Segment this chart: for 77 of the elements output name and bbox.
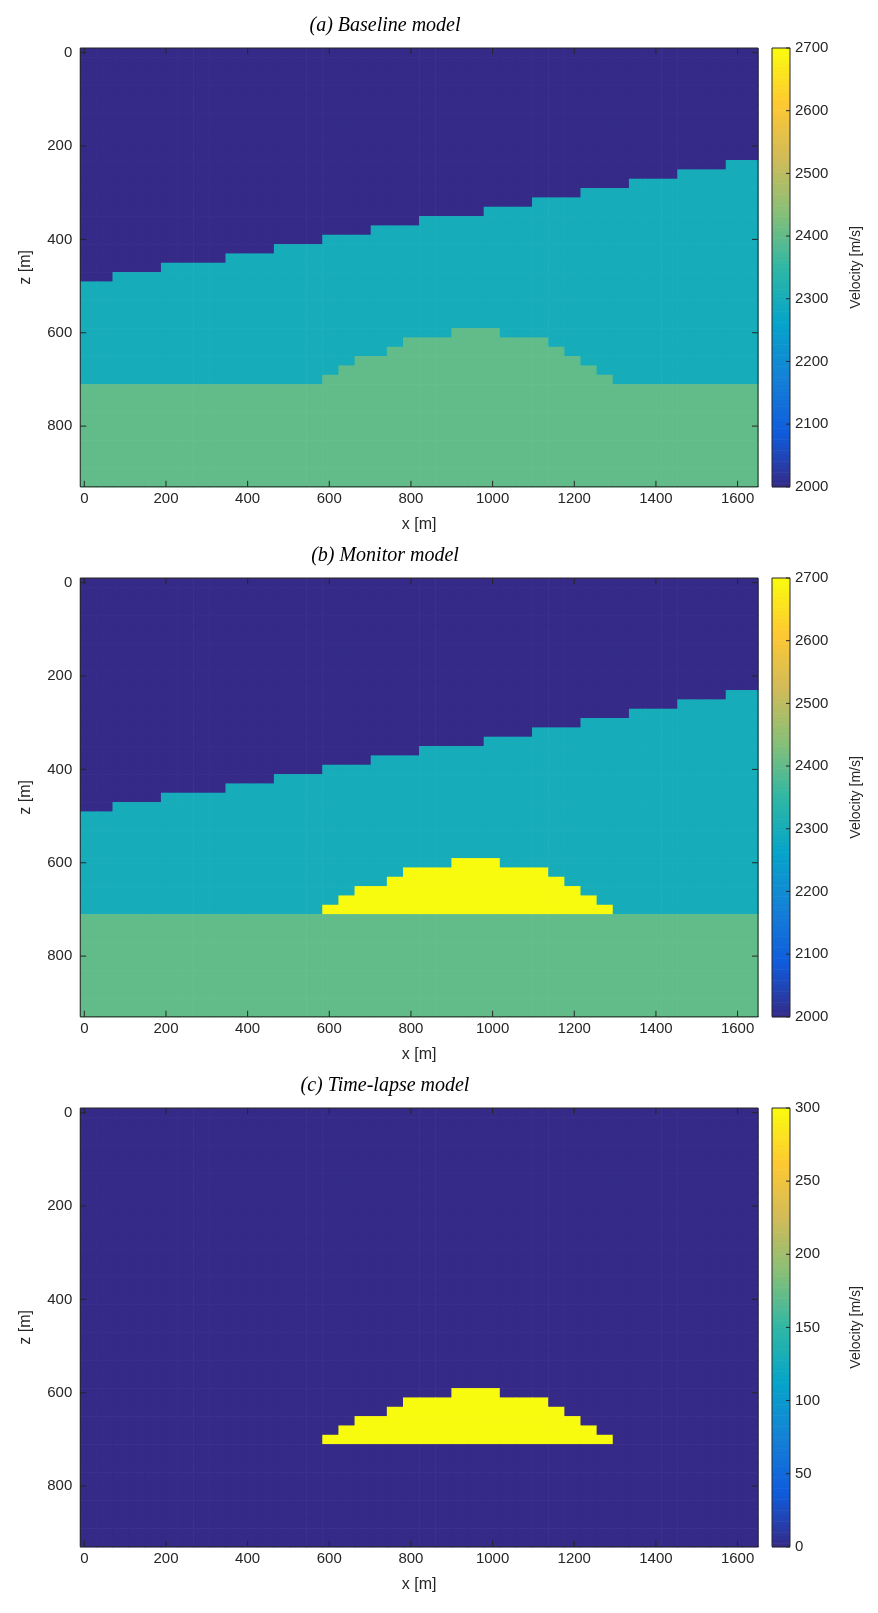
y-tick-label: 600 [47,322,73,340]
x-tick-label: 400 [235,1018,261,1036]
color-bar-label: 2300 [795,818,829,836]
color-bar-title: Velocity [m/s] [846,226,863,309]
color-bar-label: 2500 [795,163,829,181]
x-tick-label: 1600 [720,1018,755,1036]
chart-title: (a) Baseline model [309,13,461,37]
color-bar-label: 2100 [795,944,829,962]
y-tick-label: 800 [47,416,73,434]
x-tick-label: 400 [235,1548,261,1566]
color-bar-label: 0 [795,1536,804,1554]
color-bar-label: 2300 [795,288,829,306]
x-tick-label: 0 [80,1548,89,1566]
color-bar-label: 2600 [795,100,829,118]
x-tick-label: 800 [398,1018,424,1036]
x-tick-label: 1000 [475,1548,510,1566]
color-bar-label: 2000 [795,476,829,494]
x-tick-label: 0 [80,488,89,506]
x-tick-label: 1200 [557,488,591,506]
color-bar-label: 2200 [795,351,829,369]
x-tick-label: 1400 [639,1548,673,1566]
chart-title: (c) Time-lapse model [300,1073,470,1097]
x-tick-label: 1000 [475,488,510,506]
x-tick-label: 400 [235,488,261,506]
color-bar-label: 2600 [795,630,829,648]
y-axis-title: z [m] [16,1310,34,1345]
color-bar-label: 2400 [795,226,829,244]
y-tick-label: 600 [47,1382,73,1400]
x-tick-label: 1600 [720,1548,755,1566]
color-bar-label: 200 [795,1244,821,1262]
color-bar-title: Velocity [m/s] [846,1286,863,1369]
x-tick-label: 1000 [475,1018,510,1036]
y-tick-label: 400 [47,1289,73,1307]
x-axis-title: x [m] [401,1574,437,1592]
x-tick-label: 0 [80,1018,89,1036]
color-bar-label: 100 [795,1390,821,1408]
y-tick-label: 200 [47,136,73,154]
y-tick-label: 600 [47,852,73,870]
x-axis-title: x [m] [401,1044,437,1062]
x-tick-label: 1200 [557,1548,591,1566]
y-tick-label: 200 [47,666,73,684]
x-tick-label: 800 [398,488,424,506]
y-tick-label: 0 [63,1102,73,1120]
y-tick-label: 800 [47,1476,73,1494]
color-bar-label: 2700 [795,568,829,586]
color-bar-label: 150 [795,1317,821,1335]
y-tick-label: 400 [47,759,73,777]
color-bar-label: 2700 [795,38,829,56]
color-bar-label: 2100 [795,414,829,432]
y-axis-title: z [m] [16,780,34,815]
color-bar-label: 2400 [795,756,829,774]
x-tick-label: 1400 [639,488,673,506]
y-tick-label: 200 [47,1196,73,1214]
color-bar-label: 2500 [795,693,829,711]
color-bar-label: 300 [795,1098,821,1116]
x-axis-title: x [m] [401,514,437,532]
y-axis-title: z [m] [16,250,34,285]
x-tick-label: 1400 [639,1018,673,1036]
x-tick-label: 1200 [557,1018,591,1036]
color-bar-label: 250 [795,1171,821,1189]
color-bar-label: 2200 [795,881,829,899]
x-tick-label: 600 [316,1548,342,1566]
x-tick-label: 600 [316,488,342,506]
y-tick-label: 0 [63,42,73,60]
x-tick-label: 1600 [720,488,755,506]
color-bar-label: 50 [795,1463,812,1481]
color-bar-title: Velocity [m/s] [846,756,863,839]
x-tick-label: 600 [316,1018,342,1036]
x-tick-label: 800 [398,1548,424,1566]
y-tick-label: 0 [63,572,73,590]
y-tick-label: 400 [47,229,73,247]
x-tick-label: 200 [153,1018,179,1036]
chart-title: (b) Monitor model [311,543,460,567]
x-tick-label: 200 [153,1548,179,1566]
y-tick-label: 800 [47,946,73,964]
color-bar-label: 2000 [795,1006,829,1024]
x-tick-label: 200 [153,488,179,506]
